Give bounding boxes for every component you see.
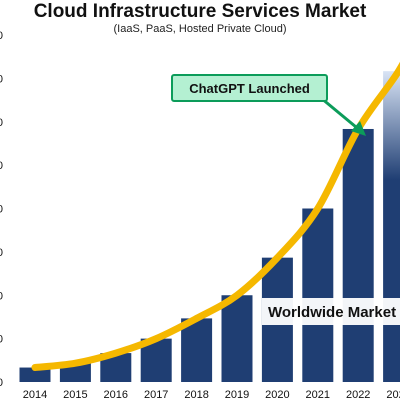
bar-2014: [19, 367, 51, 382]
x-tick-label: 2018: [184, 389, 208, 400]
bar-2018: [181, 318, 213, 382]
bar-2019: [221, 295, 253, 382]
callout-arrow-head: [351, 121, 366, 136]
callout-arrow-line: [320, 96, 357, 129]
x-axis: 2014 2015 2016 2017 2018 2019 2020 2021 2022 2023: [23, 389, 400, 400]
y-tick-label: 0: [0, 160, 3, 172]
x-tick-label: 2015: [63, 389, 87, 400]
x-tick-label: 2019: [225, 389, 249, 400]
bar-2021: [302, 208, 334, 382]
x-tick-label: 2017: [144, 389, 168, 400]
chart-subtitle: (IaaS, PaaS, Hosted Private Cloud): [113, 23, 286, 35]
y-axis: 0 0 0 0 0 0 0 0 0: [0, 30, 3, 389]
callout-box: [171, 74, 328, 102]
bar-2015: [59, 363, 91, 382]
trend-line: [31, 61, 400, 371]
callout-text: ChatGPT Launched: [189, 81, 310, 96]
y-tick-label: 0: [0, 117, 3, 129]
worldwide-market-label: Worldwide Market: [262, 298, 400, 325]
chatgpt-callout: ChatGPT Launched: [171, 74, 366, 136]
chart-title: Cloud Infrastructure Services Market: [34, 1, 367, 22]
y-tick-label: 0: [0, 290, 3, 302]
bar-2022: [342, 128, 374, 382]
y-tick-label: 0: [0, 204, 3, 216]
x-tick-label: 2021: [306, 389, 330, 400]
y-tick-label: 0: [0, 30, 3, 42]
y-tick-label: 0: [0, 334, 3, 346]
worldwide-market-label-text: Worldwide Market: [268, 304, 396, 321]
y-tick-label: 0: [0, 247, 3, 259]
x-tick-label: 2020: [265, 389, 289, 400]
worldwide-market-label-box: [262, 298, 400, 325]
bars: [19, 71, 400, 382]
x-tick-label: 2016: [104, 389, 128, 400]
x-tick-label: 2022: [346, 389, 370, 400]
y-tick-label: 0: [0, 73, 3, 85]
y-tick-label: 0: [0, 377, 3, 389]
x-tick-label: 2014: [23, 389, 47, 400]
x-tick-label: 2023: [386, 389, 400, 400]
bar-2023: [383, 71, 400, 382]
